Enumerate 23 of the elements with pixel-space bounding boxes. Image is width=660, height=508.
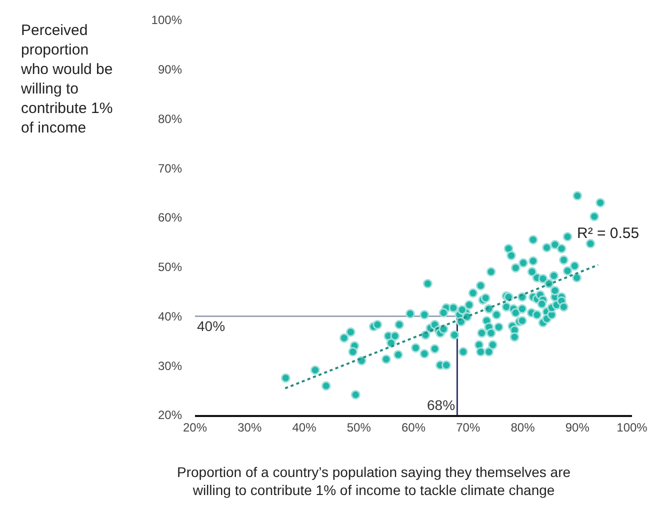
y-tick-label: 20% <box>158 408 182 422</box>
y-tick-label: 70% <box>158 161 182 176</box>
x-tick-label: 80% <box>510 420 536 434</box>
ref-line-label: 40% <box>197 318 226 334</box>
x-axis-title: Proportion of a country’s population saying they themselves are willing to contribute 1% of income to tackle climate change <box>177 464 571 498</box>
x-tick-label: 50% <box>346 420 372 434</box>
y-tick-label: 50% <box>158 260 182 274</box>
ref-line-label: 68% <box>427 397 456 413</box>
x-tick-label: 70% <box>456 420 480 434</box>
annotation: R² = 0.55 <box>577 225 640 242</box>
x-tick-label: 40% <box>292 420 317 434</box>
y-tick-label: 100% <box>151 13 182 28</box>
y-axis-title: Perceived proportion who would be willing to contribute 1% of income <box>20 22 113 136</box>
y-tick-label: 90% <box>158 62 182 77</box>
y-tick-label: 30% <box>158 358 182 373</box>
y-tick-label: 40% <box>158 309 182 324</box>
x-tick-label: 60% <box>401 420 426 434</box>
y-tick-label: 80% <box>158 112 182 126</box>
x-tick-label: 100% <box>616 420 648 434</box>
x-tick-label: 30% <box>238 420 262 434</box>
x-tick-label: 20% <box>182 420 208 434</box>
y-tick-label: 60% <box>158 210 182 225</box>
x-tick-label: 90% <box>565 420 590 434</box>
